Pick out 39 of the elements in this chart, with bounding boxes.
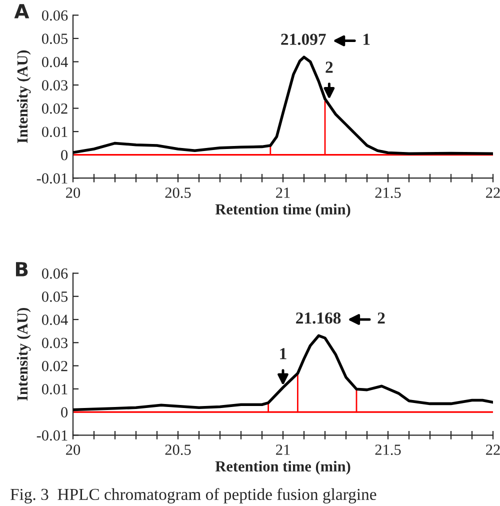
annotation: 1 <box>280 348 286 360</box>
x-tick-label: 21.5 <box>375 444 401 456</box>
x-tick-label: 22 <box>486 188 500 198</box>
y-tick-label: 0.05 <box>42 34 68 44</box>
y-tick-label: 0.01 <box>42 126 68 138</box>
chart-title: B <box>16 262 28 276</box>
annotation: 2 <box>326 62 333 73</box>
x-tick-label: 20 <box>66 188 80 198</box>
y-tick-label: -0.01 <box>36 173 68 184</box>
y-tick-label: 0 <box>61 150 68 160</box>
x-tick-label: 20 <box>66 444 80 455</box>
y-tick-label: 0.04 <box>42 56 68 68</box>
y-tick-label: 0.04 <box>42 314 68 326</box>
x-tick-label: 21.5 <box>375 188 401 198</box>
x-tick-label: 20.5 <box>165 188 191 198</box>
x-tick-label: 21 <box>276 188 290 198</box>
annotation: 2 <box>378 312 385 324</box>
y-axis-title: Intensity (AU) <box>16 308 31 401</box>
annotation: 21.168 <box>296 312 341 324</box>
y-tick-label: 0.02 <box>42 360 68 372</box>
y-tick-label: 0.06 <box>42 268 68 279</box>
y-tick-label: 0.01 <box>42 384 68 394</box>
x-axis-title: Retention time (min) <box>215 460 350 475</box>
x-tick-label: 20.5 <box>165 444 191 456</box>
chart-title: A <box>14 4 30 18</box>
y-tick-label: -0.01 <box>36 430 68 441</box>
annotation: 1 <box>364 34 370 45</box>
annotation: 21.097 <box>281 34 326 46</box>
x-tick-label: 22 <box>486 444 500 455</box>
y-tick-label: 0.03 <box>42 80 68 91</box>
y-tick-label: 0 <box>61 407 68 418</box>
x-axis-title: Retention time (min) <box>215 204 350 218</box>
y-tick-label: 0.02 <box>42 103 68 114</box>
y-tick-label: 0.05 <box>42 292 68 302</box>
caption: Fig. 3 HPLC chromatogram of peptide fusion glargine <box>10 488 376 504</box>
x-tick-label: 21 <box>276 444 290 455</box>
y-axis-title: Intensity (AU) <box>16 50 31 144</box>
y-tick-label: 0.06 <box>42 10 68 21</box>
y-tick-label: 0.03 <box>42 338 68 348</box>
